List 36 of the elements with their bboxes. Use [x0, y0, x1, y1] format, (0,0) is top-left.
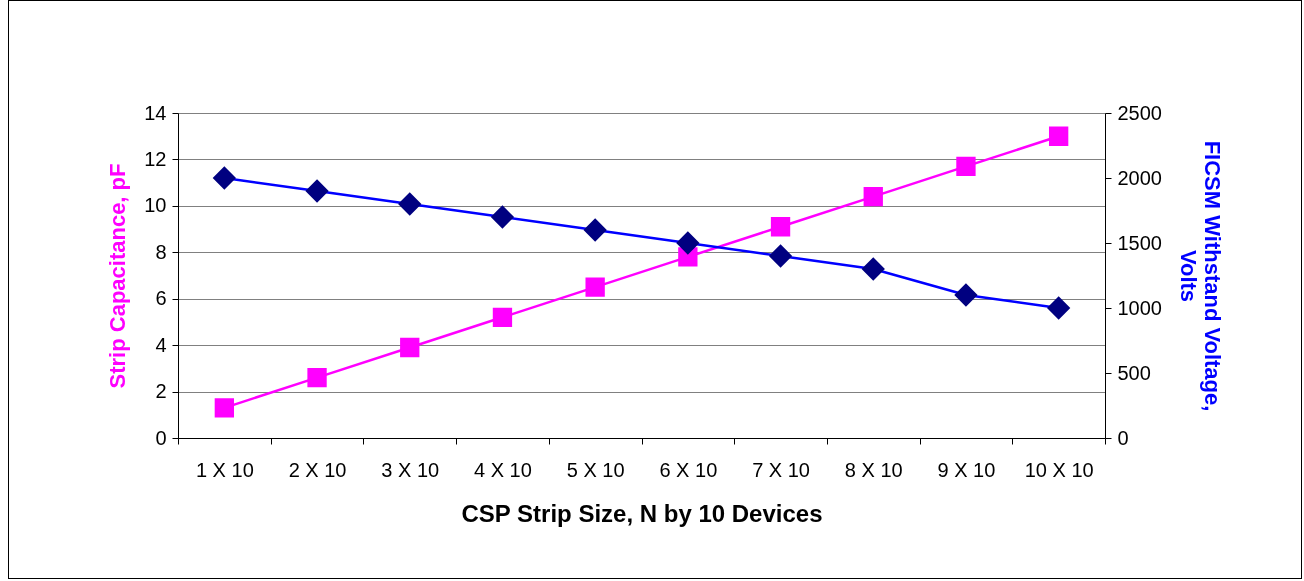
- x-tick-label: 6 X 10: [659, 458, 718, 481]
- x-tick-label: 4 X 10: [474, 458, 532, 481]
- point: [863, 186, 883, 207]
- y-tick-label: 12: [144, 147, 167, 170]
- y-tick-label: 2: [155, 380, 167, 403]
- y2-tick-label: 500: [1117, 361, 1151, 384]
- x-tick-label: 1 X 10: [195, 458, 254, 481]
- y-tick-label: 8: [155, 240, 167, 263]
- y2-tick-label: 2000: [1117, 166, 1162, 189]
- y-tick-label: 0: [155, 426, 167, 449]
- y2-tick-label: 0: [1117, 426, 1129, 449]
- y2-axis-title: FICSM Withstand Voltage, Volts: [1175, 140, 1225, 412]
- y-tick-label: 4: [155, 333, 167, 356]
- point: [214, 398, 235, 418]
- x-tick-label: 8 X 10: [844, 458, 903, 481]
- x-tick-label: 2 X 10: [288, 458, 347, 481]
- x-tick-label: 7 X 10: [752, 458, 810, 481]
- y-axis-title: Strip Capacitance, pF: [105, 163, 131, 389]
- point: [585, 277, 605, 297]
- y2-tick-label: 2500: [1117, 101, 1162, 124]
- y2-tick-label: 1500: [1117, 231, 1162, 254]
- y-tick-label: 10: [144, 194, 167, 217]
- x-axis-title: CSP Strip Size, N by 10 Devices: [461, 499, 823, 527]
- x-tick-label: 3 X 10: [381, 458, 440, 481]
- point: [400, 337, 420, 358]
- point: [770, 217, 791, 237]
- x-tick-label: 9 X 10: [937, 458, 996, 481]
- point: [956, 156, 976, 177]
- y-tick-label: 6: [155, 287, 167, 310]
- y-tick-label: 14: [144, 101, 167, 124]
- x-tick-label: 10 X 10: [1024, 458, 1094, 481]
- x-tick-label: 5 X 10: [566, 458, 625, 481]
- point: [492, 307, 513, 327]
- y2-tick-label: 1000: [1117, 296, 1162, 319]
- point: [1048, 126, 1069, 146]
- point: [307, 367, 327, 388]
